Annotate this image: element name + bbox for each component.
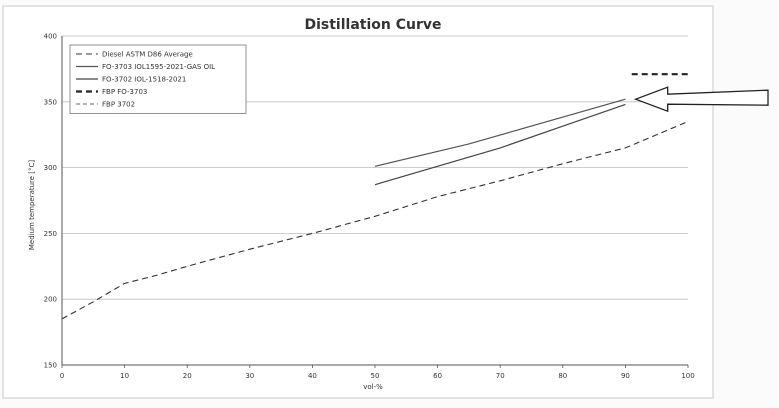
x-tick-label: 10 — [120, 372, 129, 380]
chart-title: Distillation Curve — [304, 17, 441, 33]
x-tick-label: 100 — [681, 372, 694, 380]
y-tick-label: 250 — [44, 230, 57, 238]
y-tick-label: 200 — [44, 296, 57, 304]
x-tick-label: 40 — [308, 372, 317, 380]
legend-label: FBP 3702 — [102, 101, 135, 109]
y-tick-label: 300 — [44, 164, 57, 172]
y-tick-label: 150 — [44, 362, 57, 370]
legend-label: Diesel ASTM D86 Average — [102, 51, 193, 59]
x-tick-label: 90 — [621, 372, 630, 380]
x-tick-label: 0 — [60, 372, 64, 380]
legend-label: FBP FO-3703 — [102, 88, 147, 96]
x-tick-label: 50 — [371, 372, 380, 380]
legend-label: FO-3702 IOL-1518-2021 — [102, 76, 186, 84]
callout-arrow — [633, 86, 769, 113]
series-line-1 — [61, 120, 689, 320]
x-tick-label: 80 — [558, 372, 567, 380]
y-axis-label: Medium temperature [°C] — [28, 160, 36, 251]
series-line-2 — [374, 98, 626, 167]
y-tick-label: 400 — [44, 33, 57, 41]
x-tick-label: 30 — [245, 372, 254, 380]
x-axis-label: vol-% — [363, 383, 383, 391]
x-tick-label: 20 — [183, 372, 192, 380]
series-line-3 — [374, 103, 626, 186]
x-tick-label: 60 — [433, 372, 442, 380]
y-tick-label: 350 — [44, 98, 57, 106]
legend-label: FO-3703 IOL1595-2021-GAS OIL — [102, 63, 215, 71]
x-tick-label: 70 — [496, 372, 505, 380]
legend-box — [69, 44, 247, 114]
